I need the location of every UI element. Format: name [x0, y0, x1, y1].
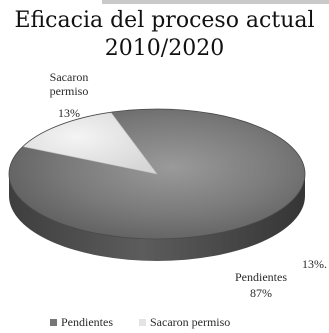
- pie-side-wall: [9, 174, 305, 261]
- slice-label-pendientes-name: Pendientes: [235, 270, 287, 284]
- top-rule: [102, 0, 329, 4]
- legend-swatch-pendientes: [50, 319, 57, 326]
- stray-percent-label: 13%.: [302, 257, 327, 271]
- slice-label-sacaron-name: Sacaron permiso: [49, 70, 89, 98]
- legend-swatch-sacaron: [139, 319, 146, 326]
- slice-label-pendientes-value: 87%: [250, 286, 272, 300]
- legend-label-sacaron: Sacaron permiso: [150, 315, 231, 329]
- legend-item-pendientes: Pendientes: [50, 315, 113, 330]
- legend-label-pendientes: Pendientes: [61, 315, 113, 329]
- legend-item-sacaron: Sacaron permiso: [139, 315, 230, 330]
- chart-title: Eficacia del proceso actual: [14, 8, 315, 33]
- legend: Pendientes Sacaron permiso: [50, 315, 256, 330]
- chart-subtitle: 2010/2020: [104, 36, 225, 61]
- slice-label-sacaron-value: 13%: [58, 106, 80, 120]
- pie-rim: [8, 108, 306, 240]
